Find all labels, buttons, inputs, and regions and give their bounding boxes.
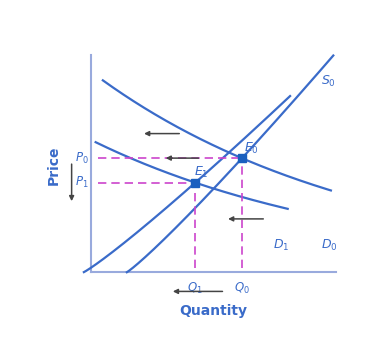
Text: $S_0$: $S_0$	[321, 74, 336, 89]
Text: $E_1$: $E_1$	[194, 165, 209, 180]
Text: $Q_0$: $Q_0$	[234, 281, 250, 296]
Text: $D_1$: $D_1$	[273, 238, 290, 253]
Text: Price: Price	[46, 146, 61, 185]
Text: $D_0$: $D_0$	[321, 238, 338, 253]
Text: $P_0$: $P_0$	[75, 150, 88, 166]
Text: $E_0$: $E_0$	[245, 141, 259, 156]
Text: Quantity: Quantity	[179, 304, 247, 318]
Text: $Q_1$: $Q_1$	[187, 281, 203, 296]
Text: $P_1$: $P_1$	[75, 175, 88, 190]
